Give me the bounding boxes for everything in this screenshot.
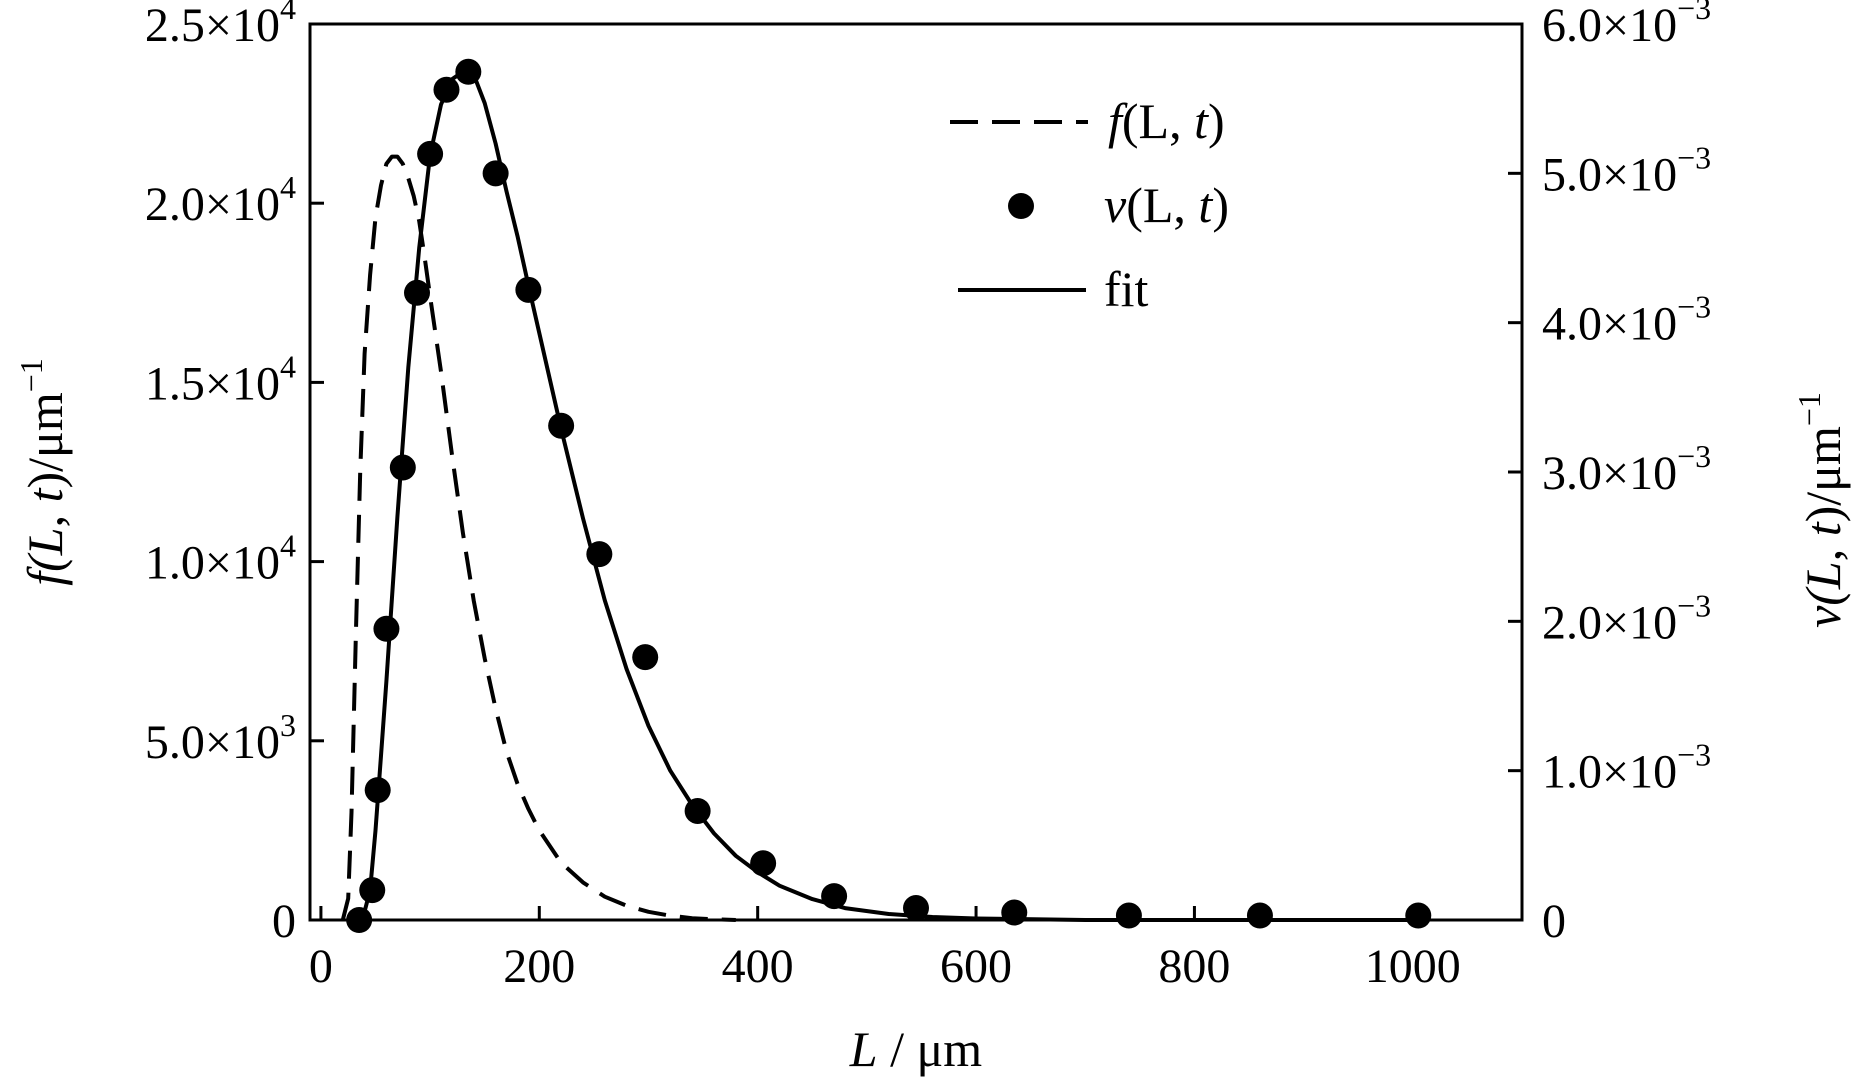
y-right-tick-label: 3.0×10−3 [1542,438,1711,500]
legend-label-fit: fit [1104,261,1149,317]
y-right-tick-label: 2.0×10−3 [1542,587,1711,649]
x-tick-label: 0 [309,940,333,993]
plot-frame [308,22,1524,922]
ticks-layer: 0 200 400 600 800 1000 0 5.0×103 1.0×104 1.5×104 2… [145,0,1711,993]
series-line-f [340,154,736,922]
y-left-tick-label: 5.0×103 [145,707,296,769]
x-tick-label: 200 [503,940,575,993]
series-line-fit [360,69,1413,922]
y-right-tick-label: 6.0×10−3 [1542,0,1711,52]
y-axis-left-label: f(L, t)/μm−1 [13,358,73,586]
data-point-v [632,644,659,671]
y-right-tick-label: 5.0×10−3 [1542,139,1711,201]
legend: f(L, t) v(L, t) fit [950,93,1229,317]
data-point-v [1405,902,1432,929]
legend-label-f: f(L, t) [1108,93,1225,149]
data-point-v [750,850,777,877]
y-left-tick-label: 1.0×104 [145,528,296,590]
y-axis-right-label: v(L, t)/μm−1 [1791,392,1851,628]
x-tick-label: 600 [940,940,1012,993]
legend-swatch-marker [1008,193,1034,219]
data-point-v [346,907,373,933]
y-left-tick-label: 0 [272,895,296,948]
y-left-tick-label: 2.5×104 [145,0,296,52]
data-point-v [1115,902,1142,929]
y-left-tick-label: 2.0×104 [145,169,296,231]
x-tick-label: 400 [722,940,794,993]
y-right-tick-label: 0 [1542,895,1566,948]
legend-item-v: v(L, t) [1008,177,1229,233]
x-tick-label: 1000 [1365,940,1461,993]
legend-item-fit: fit [958,261,1149,317]
legend-label-v: v(L, t) [1104,177,1229,233]
data-point-v [1246,902,1273,929]
x-tick-label: 800 [1158,940,1230,993]
data-point-v [359,877,386,904]
x-axis-label: L / μm [849,1021,983,1077]
legend-item-f: f(L, t) [950,93,1225,149]
series-layer [340,58,1432,933]
data-point-v [373,615,400,642]
y-left-tick-label: 1.5×104 [145,348,296,410]
data-point-v [1001,899,1028,926]
y-right-tick-label: 4.0×10−3 [1542,289,1711,351]
y-right-tick-label: 1.0×10−3 [1542,737,1711,799]
